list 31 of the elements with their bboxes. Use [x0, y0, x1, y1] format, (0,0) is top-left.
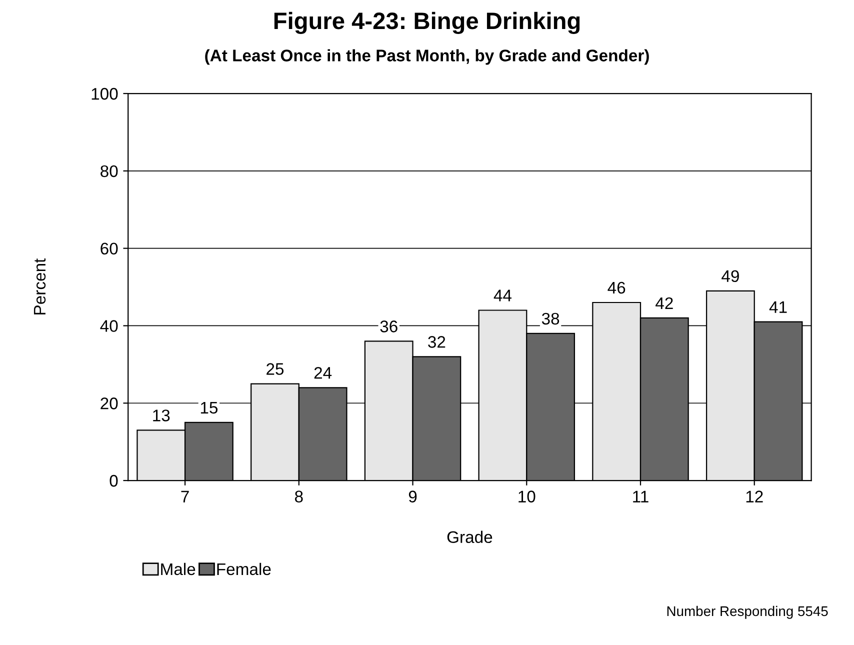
data-label: 41 — [769, 301, 787, 313]
y-tick-label: 80 — [100, 165, 118, 178]
data-label: 25 — [266, 363, 284, 375]
text: Number Responding 5545 — [667, 606, 828, 619]
y-tick-label: 20 — [100, 398, 118, 410]
data-label: 13 — [153, 410, 170, 422]
chart-title: Figure 4-23: Binge Drinking — [274, 12, 580, 34]
y-tick-label: 100 — [92, 88, 118, 100]
x-tick-label: 8 — [294, 490, 303, 502]
legend-label: Female — [217, 562, 271, 576]
y-axis-title: Percent — [34, 258, 46, 314]
data-label: 44 — [494, 290, 512, 302]
data-label: 24 — [314, 366, 332, 379]
data-label: 46 — [608, 282, 626, 294]
x-tick-label: 7 — [181, 490, 189, 502]
y-tick-label: 60 — [100, 242, 118, 255]
legend-label: Male — [161, 562, 196, 576]
x-tick-label: 12 — [746, 490, 763, 502]
x-tick-label: 9 — [408, 490, 417, 502]
x-tick-label: 10 — [518, 490, 536, 502]
y-tick-label: 40 — [100, 320, 118, 332]
data-label: 15 — [200, 402, 218, 414]
y-tick-label: 0 — [110, 474, 118, 487]
data-label: 32 — [428, 336, 446, 348]
data-label: 42 — [656, 297, 673, 309]
data-label: 38 — [542, 312, 560, 325]
chart-subtitle: (At Least Once in the Past Month, by Grade and Gender) — [205, 49, 649, 65]
data-label: 36 — [380, 320, 398, 332]
x-tick-label: 11 — [633, 490, 648, 502]
x-axis-title: Grade — [447, 530, 492, 544]
data-label: 49 — [722, 270, 739, 282]
